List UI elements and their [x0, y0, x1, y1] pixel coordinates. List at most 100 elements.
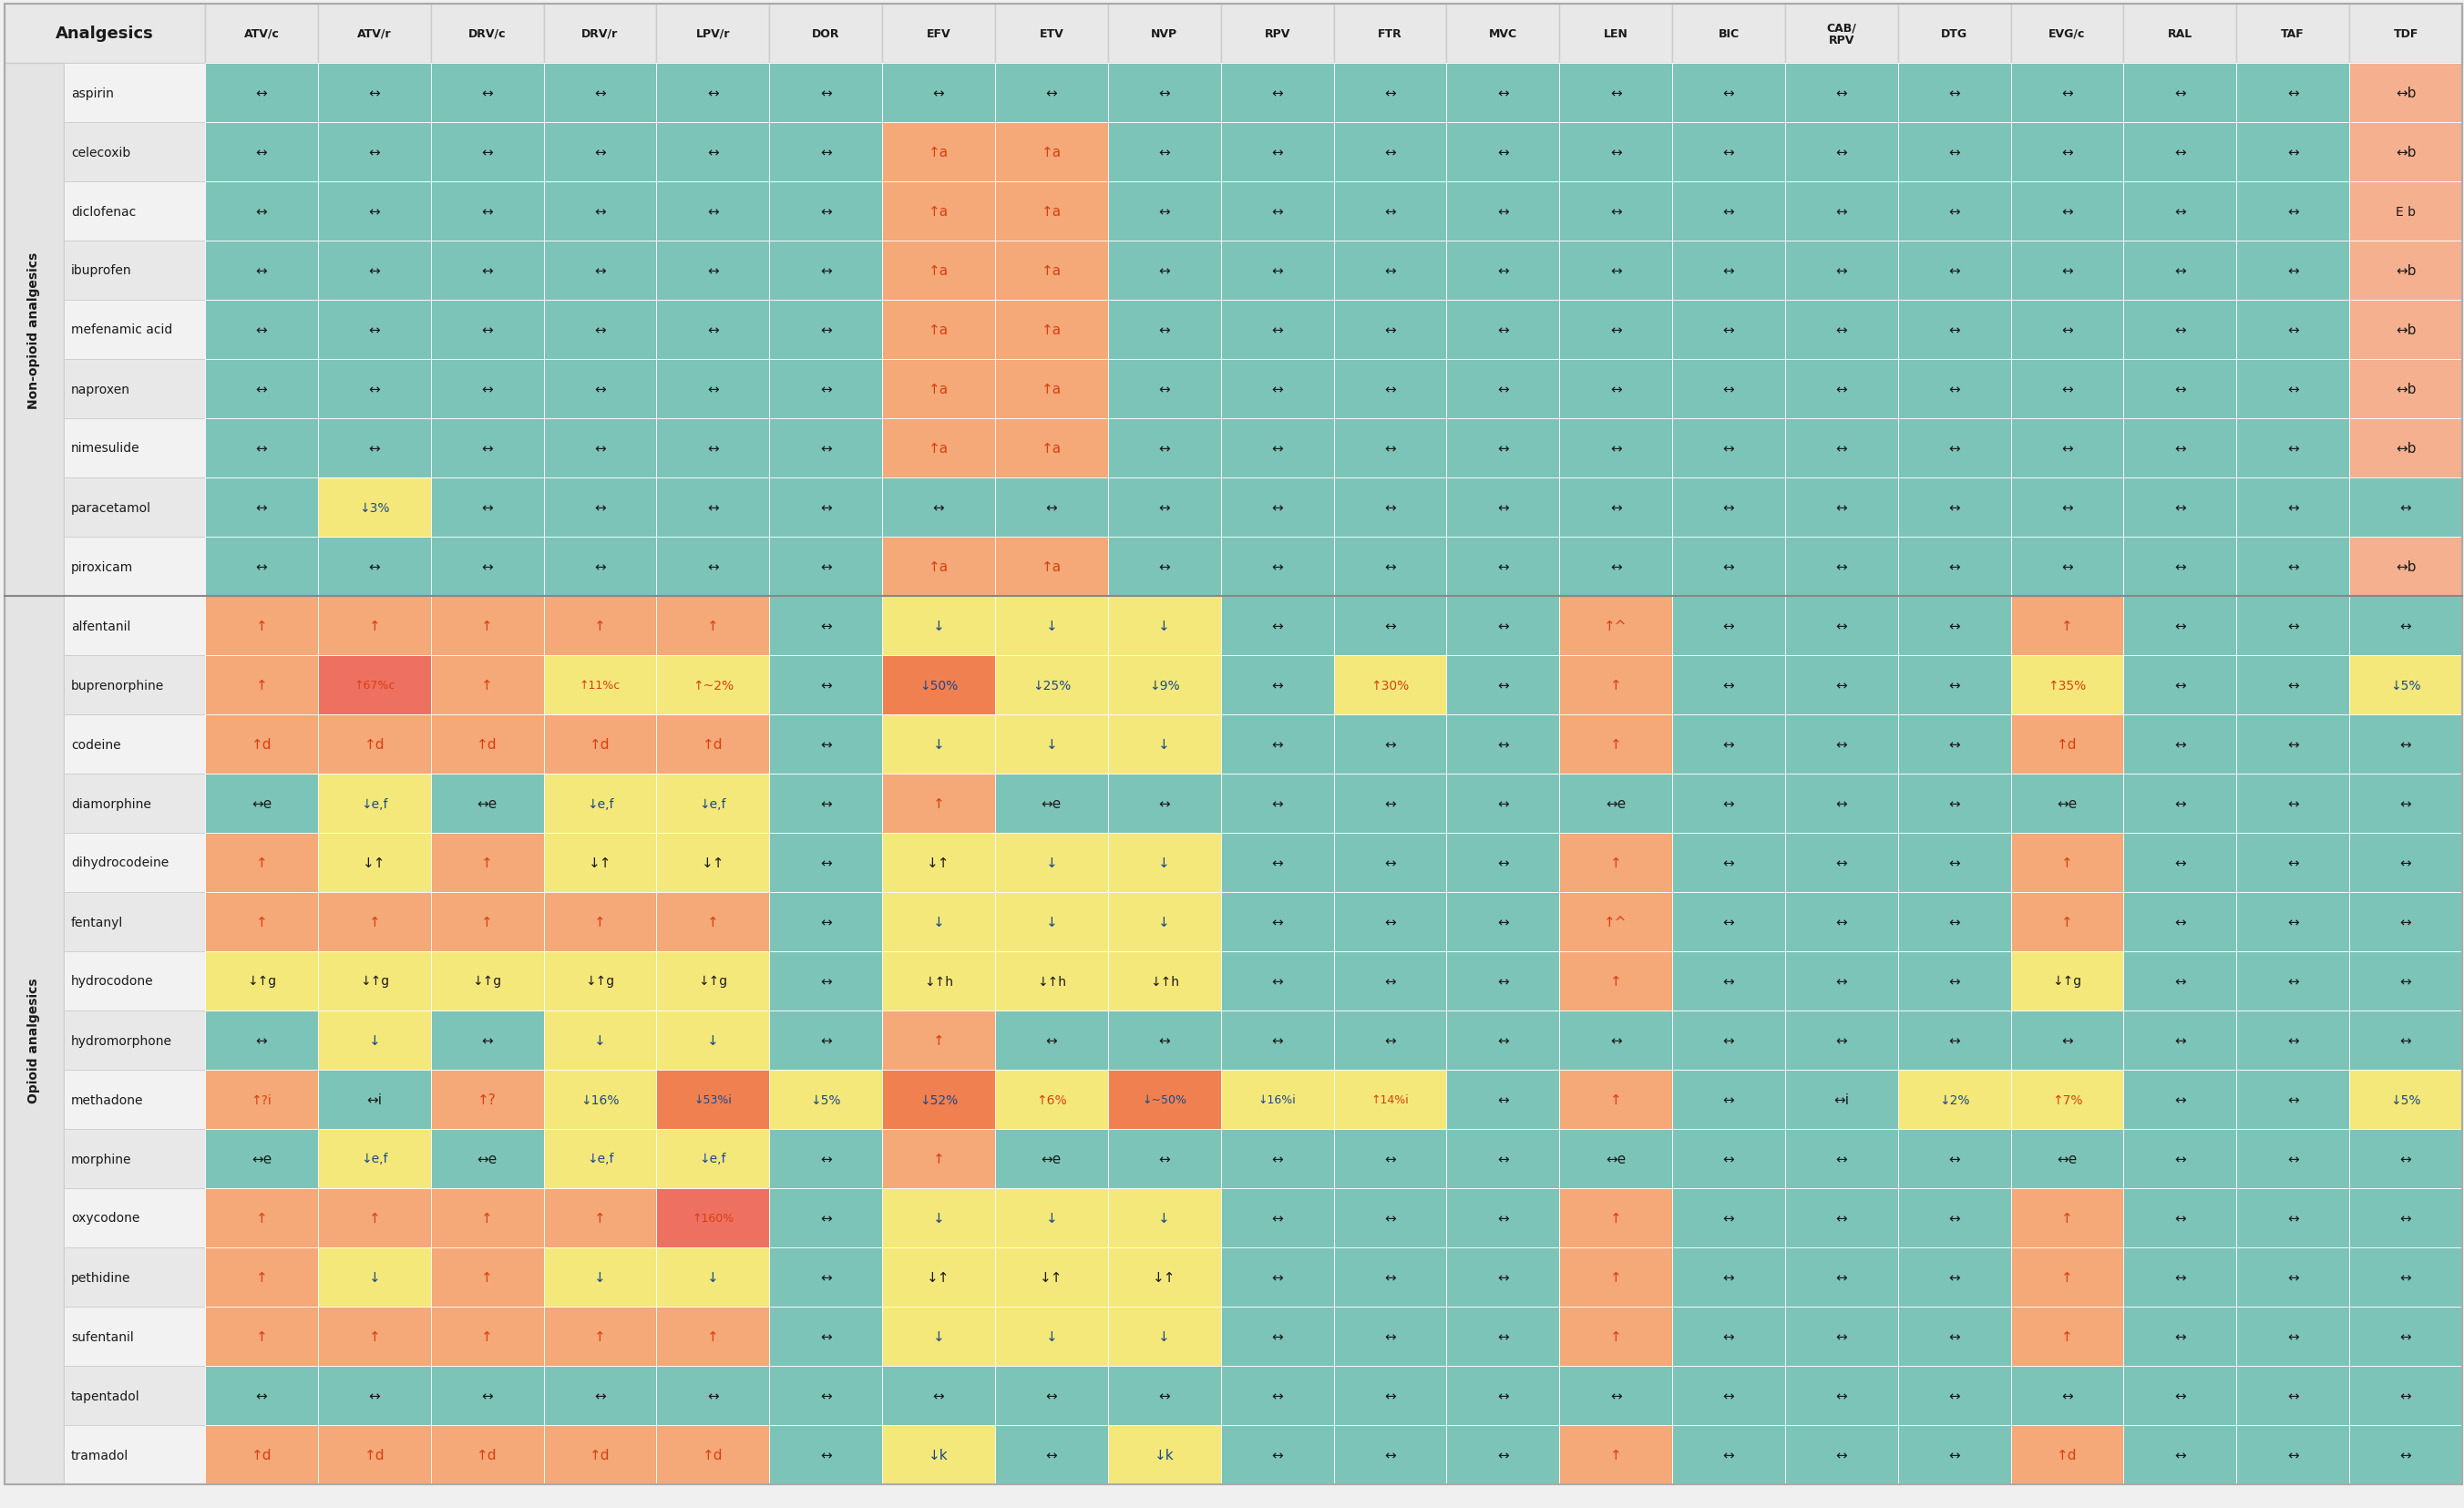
Bar [1560, 834, 1673, 893]
Bar [1673, 300, 1784, 360]
Bar [1109, 419, 1220, 478]
Text: ↔: ↔ [370, 86, 379, 100]
Bar [2237, 715, 2348, 774]
Bar [1560, 5, 1673, 63]
Text: ↔: ↔ [2287, 1270, 2299, 1283]
Bar [1784, 1307, 1897, 1366]
Text: ↔: ↔ [821, 442, 830, 455]
Text: ↔: ↔ [2400, 737, 2412, 751]
Bar [1109, 537, 1220, 597]
Text: ↔e: ↔e [478, 1152, 498, 1166]
Text: ↑: ↑ [370, 1211, 379, 1224]
Text: ↔: ↔ [1385, 620, 1395, 633]
Bar [655, 834, 769, 893]
Bar [2237, 419, 2348, 478]
Bar [1784, 1188, 1897, 1247]
Text: ↔: ↔ [821, 86, 830, 100]
Bar [1784, 893, 1897, 952]
Text: fentanyl: fentanyl [71, 915, 123, 929]
Bar [2011, 537, 2124, 597]
Bar [64, 834, 205, 893]
Bar [1446, 1307, 1560, 1366]
Text: ↔: ↔ [1498, 86, 1508, 100]
Bar [2011, 597, 2124, 656]
Text: ↔: ↔ [2062, 383, 2072, 397]
Text: ↔: ↔ [370, 146, 379, 160]
Text: ↔: ↔ [1722, 679, 1735, 692]
Text: ATV/c: ATV/c [244, 29, 278, 41]
Text: ↑: ↑ [934, 796, 944, 810]
Text: ↔: ↔ [2287, 974, 2299, 988]
Bar [995, 360, 1109, 419]
Text: ↓50%: ↓50% [919, 679, 958, 692]
Text: ↔: ↔ [821, 323, 830, 336]
Text: ↔: ↔ [2287, 383, 2299, 397]
Text: ↑: ↑ [1609, 857, 1621, 870]
Bar [1673, 656, 1784, 715]
Bar [64, 774, 205, 834]
Text: ↔: ↔ [1385, 737, 1395, 751]
Text: ↔: ↔ [1722, 737, 1735, 751]
Text: ↔: ↔ [1722, 857, 1735, 870]
Text: ↔: ↔ [1949, 1330, 1961, 1344]
Text: ↔: ↔ [480, 323, 493, 336]
Bar [318, 241, 431, 300]
Bar [64, 478, 205, 537]
Bar [2011, 300, 2124, 360]
Bar [205, 1188, 318, 1247]
Text: ↔: ↔ [1158, 1033, 1170, 1047]
Text: ↔: ↔ [1271, 442, 1284, 455]
Bar [769, 1010, 882, 1071]
Bar [2348, 893, 2462, 952]
Bar [1220, 1071, 1333, 1129]
Text: ↔: ↔ [821, 146, 830, 160]
Bar [2237, 1247, 2348, 1307]
Bar [1446, 1071, 1560, 1129]
Text: ↔: ↔ [1271, 1389, 1284, 1402]
Text: ↑a: ↑a [929, 146, 949, 160]
Text: ↔: ↔ [2173, 146, 2186, 160]
Bar [655, 1307, 769, 1366]
Bar [2348, 774, 2462, 834]
Bar [769, 419, 882, 478]
Bar [1897, 419, 2011, 478]
Bar [655, 537, 769, 597]
Text: ↑67%c: ↑67%c [355, 679, 394, 691]
Text: ↔: ↔ [821, 1389, 830, 1402]
Text: ↔: ↔ [256, 323, 266, 336]
Text: ↔: ↔ [2062, 146, 2072, 160]
Text: ↓k: ↓k [929, 1448, 949, 1461]
Bar [1560, 952, 1673, 1010]
Text: ↔: ↔ [1836, 620, 1848, 633]
Bar [205, 597, 318, 656]
Bar [205, 656, 318, 715]
Text: ↔: ↔ [480, 442, 493, 455]
Text: ↔: ↔ [2173, 1211, 2186, 1224]
Bar [1673, 1425, 1784, 1484]
Bar [205, 1010, 318, 1071]
Text: ↔: ↔ [2287, 1033, 2299, 1047]
Text: ↔i: ↔i [367, 1093, 382, 1107]
Text: ↔: ↔ [1271, 86, 1284, 100]
Text: ↔: ↔ [370, 1389, 379, 1402]
Bar [1897, 1129, 2011, 1188]
Bar [655, 774, 769, 834]
Text: ↓: ↓ [1045, 915, 1057, 929]
Text: ↓↑g: ↓↑g [586, 974, 614, 988]
Text: ↑d: ↑d [2057, 1448, 2077, 1461]
Bar [655, 1129, 769, 1188]
Text: ↔: ↔ [1385, 1270, 1395, 1283]
Bar [1220, 1129, 1333, 1188]
Bar [1784, 1071, 1897, 1129]
Bar [1784, 419, 1897, 478]
Text: ↑: ↑ [707, 1330, 719, 1344]
Bar [882, 597, 995, 656]
Bar [2124, 360, 2237, 419]
Text: ↔: ↔ [256, 146, 266, 160]
Text: ↑a: ↑a [1042, 383, 1062, 397]
Bar [655, 360, 769, 419]
Bar [318, 1425, 431, 1484]
Text: nimesulide: nimesulide [71, 442, 140, 455]
Bar [1446, 1247, 1560, 1307]
Bar [882, 774, 995, 834]
